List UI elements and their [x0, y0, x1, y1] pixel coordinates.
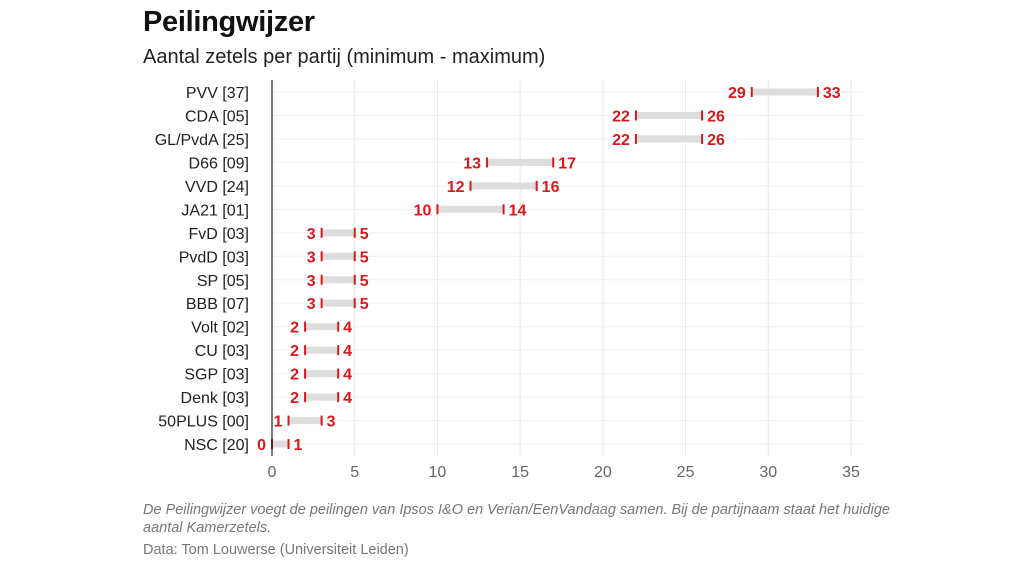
range-bar	[305, 393, 339, 401]
range-bar	[305, 346, 339, 354]
max-value-label: 5	[360, 296, 369, 313]
min-value-label: 2	[290, 367, 299, 384]
min-value-label: 3	[307, 273, 316, 290]
category-label: D66 [09]	[189, 155, 249, 172]
range-bar	[487, 158, 554, 166]
max-value-label: 14	[509, 202, 527, 219]
category-label: CU [03]	[195, 343, 249, 360]
category-label: CDA [05]	[185, 108, 249, 125]
range-bar	[321, 229, 355, 237]
x-tick-label: 35	[842, 464, 860, 481]
min-value-label: 13	[463, 155, 481, 172]
chart-title: Peilingwijzer	[143, 6, 315, 38]
category-label: GL/PvdA [25]	[155, 132, 249, 149]
min-value-label: 3	[307, 249, 316, 266]
min-value-label: 29	[728, 85, 746, 102]
max-value-label: 26	[707, 108, 725, 125]
x-tick-label: 10	[429, 464, 447, 481]
max-value-label: 4	[343, 343, 352, 360]
category-label: 50PLUS [00]	[158, 414, 249, 431]
range-bar	[305, 370, 339, 378]
x-tick-label: 15	[511, 464, 529, 481]
chart-note: De Peilingwijzer voegt de peilingen van …	[143, 502, 890, 536]
range-bar	[272, 440, 289, 448]
min-value-label: 12	[447, 179, 465, 196]
x-tick-label: 25	[677, 464, 695, 481]
category-label: NSC [20]	[184, 437, 249, 454]
category-label: JA21 [01]	[181, 202, 249, 219]
category-label: SGP [03]	[184, 367, 249, 384]
max-value-label: 5	[360, 273, 369, 290]
max-value-label: 16	[542, 179, 560, 196]
x-tick-label: 30	[759, 464, 777, 481]
max-value-label: 1	[294, 437, 303, 454]
max-value-label: 4	[343, 390, 352, 407]
min-value-label: 1	[274, 414, 283, 431]
max-value-label: 17	[558, 155, 576, 172]
category-label: BBB [07]	[186, 296, 249, 313]
max-value-label: 26	[707, 132, 725, 149]
min-value-label: 2	[290, 320, 299, 337]
category-label: Volt [02]	[191, 320, 249, 337]
category-label: PVV [37]	[186, 85, 249, 102]
range-bar	[751, 88, 818, 96]
min-value-label: 2	[290, 343, 299, 360]
range-bar	[635, 135, 703, 143]
max-value-label: 33	[823, 85, 841, 102]
range-bar	[437, 205, 504, 213]
range-bar	[288, 417, 322, 425]
min-value-label: 22	[612, 108, 630, 125]
x-tick-label: 20	[594, 464, 612, 481]
min-value-label: 22	[612, 132, 630, 149]
category-label: FvD [03]	[189, 226, 249, 243]
min-value-label: 10	[414, 202, 432, 219]
range-bar	[321, 276, 355, 284]
max-value-label: 5	[360, 226, 369, 243]
category-label: VVD [24]	[185, 179, 249, 196]
chart-subtitle: Aantal zetels per partij (minimum - maxi…	[143, 46, 546, 68]
max-value-label: 3	[327, 414, 336, 431]
range-bar	[635, 111, 703, 119]
x-tick-label: 5	[350, 464, 359, 481]
max-value-label: 4	[343, 320, 352, 337]
max-value-label: 4	[343, 367, 352, 384]
range-bar	[470, 182, 537, 190]
range-bar	[321, 252, 355, 260]
min-value-label: 3	[307, 226, 316, 243]
range-bar	[305, 323, 339, 331]
min-value-label: 0	[257, 437, 266, 454]
category-label: PvdD [03]	[179, 249, 249, 266]
chart-source: Data: Tom Louwerse (Universiteit Leiden)	[143, 542, 409, 558]
range-bar	[321, 299, 355, 307]
category-label: Denk [03]	[181, 390, 249, 407]
x-tick-label: 0	[268, 464, 277, 481]
min-value-label: 3	[307, 296, 316, 313]
max-value-label: 5	[360, 249, 369, 266]
min-value-label: 2	[290, 390, 299, 407]
category-label: SP [05]	[197, 273, 249, 290]
